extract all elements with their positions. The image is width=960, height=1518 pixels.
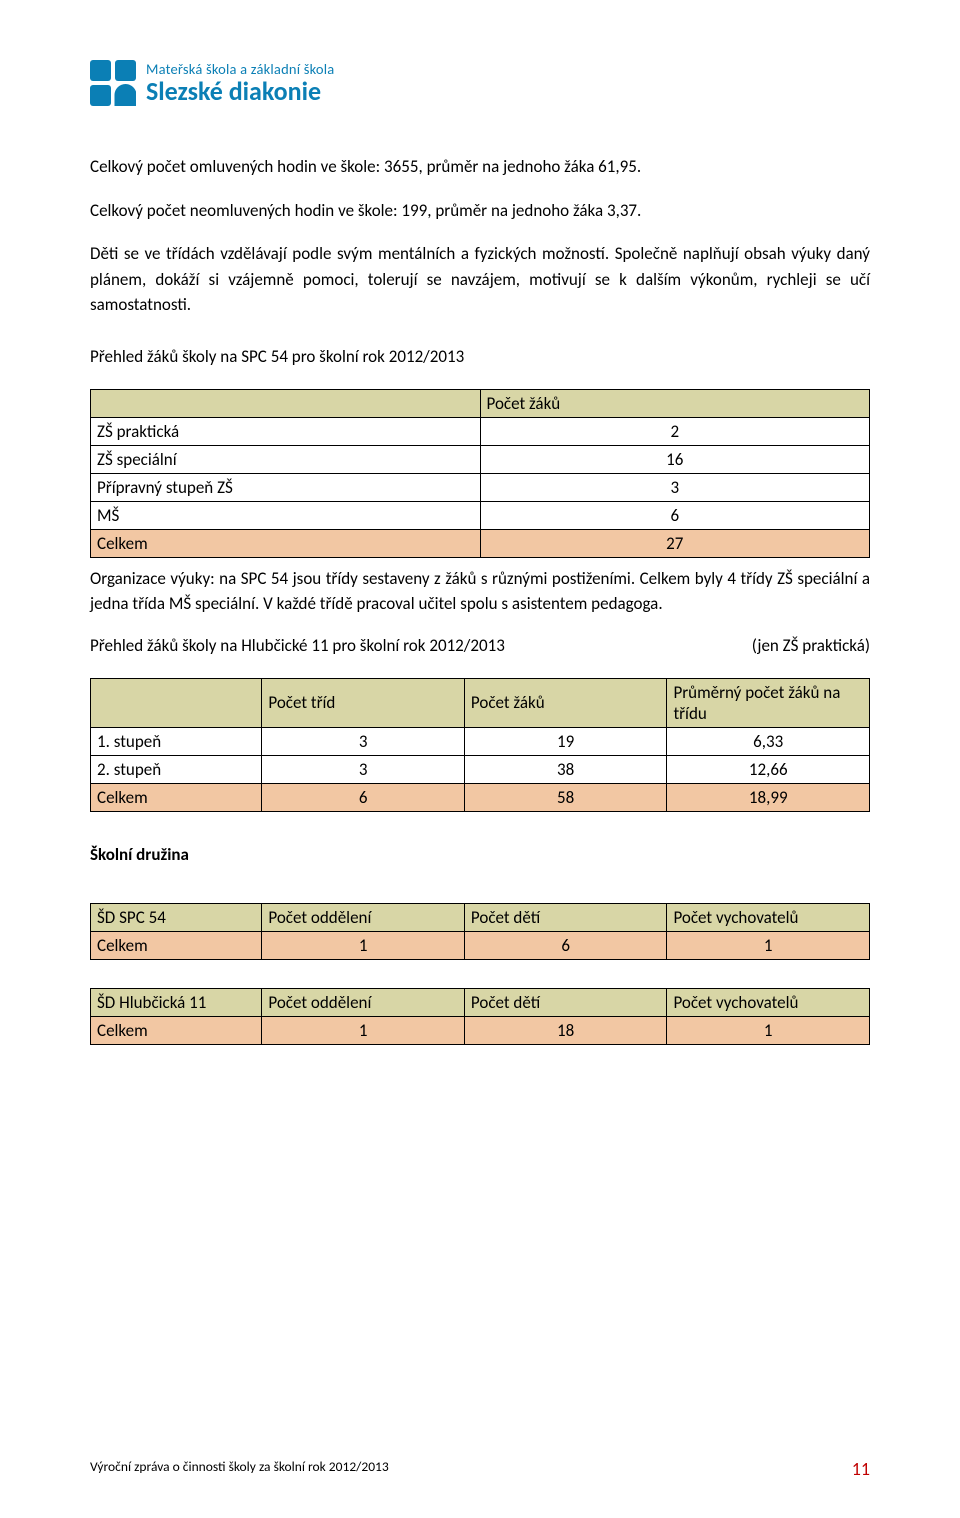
table-row: 1. stupeň 3 19 6,33	[91, 727, 870, 755]
table-cell: 18	[464, 1017, 667, 1045]
paragraph-4: Organizace výuky: na SPC 54 jsou třídy s…	[90, 566, 870, 617]
table-spc54: Počet žáků ZŠ praktická 2 ZŠ speciální 1…	[90, 389, 870, 558]
table2-heading-note: (jen ZŠ praktická)	[752, 635, 870, 656]
table-cell: Celkem	[91, 932, 262, 960]
table-cell: Přípravný stupeň ZŠ	[91, 473, 481, 501]
table-sd-hlubcicka: ŠD Hlubčická 11 Počet oddělení Počet dět…	[90, 988, 870, 1045]
table-cell: 19	[464, 727, 667, 755]
table-cell: ZŠ praktická	[91, 417, 481, 445]
table-cell: 1	[667, 1017, 870, 1045]
table-header-cell: Počet dětí	[464, 989, 667, 1017]
table-header-cell: Počet žáků	[464, 678, 667, 727]
table-header-cell: Počet žáků	[480, 389, 870, 417]
table-row: ZŠ speciální 16	[91, 445, 870, 473]
paragraph-3: Děti se ve třídách vzdělávají podle svým…	[90, 241, 870, 318]
table-header-cell	[91, 389, 481, 417]
page-number: 11	[852, 1458, 870, 1480]
table-hlubcicka: Počet tříd Počet žáků Průměrný počet žák…	[90, 678, 870, 812]
table-header-cell: Počet dětí	[464, 904, 667, 932]
table-row: ZŠ praktická 2	[91, 417, 870, 445]
table-header-cell: Počet oddělení	[262, 989, 465, 1017]
table2-heading-row: Přehled žáků školy na Hlubčické 11 pro š…	[90, 635, 870, 656]
table-header-cell: ŠD Hlubčická 11	[91, 989, 262, 1017]
table-cell: 1	[262, 932, 465, 960]
logo-title: Slezské diakonie	[146, 78, 334, 105]
footer: Výroční zpráva o činnosti školy za školn…	[90, 1458, 870, 1480]
table-cell: 38	[464, 755, 667, 783]
table2-heading: Přehled žáků školy na Hlubčické 11 pro š…	[90, 635, 505, 656]
table-header-cell: Počet vychovatelů	[667, 904, 870, 932]
table-cell: Celkem	[91, 1017, 262, 1045]
table-cell: 1	[667, 932, 870, 960]
table-total-row: Celkem 6 58 18,99	[91, 783, 870, 811]
table-cell: 3	[480, 473, 870, 501]
table-cell: 58	[464, 783, 667, 811]
table-row: 2. stupeň 3 38 12,66	[91, 755, 870, 783]
table-header-cell: Počet vychovatelů	[667, 989, 870, 1017]
table-cell: 6	[464, 932, 667, 960]
table-cell: 12,66	[667, 755, 870, 783]
table-cell: Celkem	[91, 529, 481, 557]
table-cell: 18,99	[667, 783, 870, 811]
table-row: MŠ 6	[91, 501, 870, 529]
table-cell: 16	[480, 445, 870, 473]
table-total-row: Celkem 27	[91, 529, 870, 557]
table-cell: 27	[480, 529, 870, 557]
table-header-cell	[91, 678, 262, 727]
table-header-cell: Počet oddělení	[262, 904, 465, 932]
table-cell: 6,33	[667, 727, 870, 755]
logo-icon	[90, 60, 136, 106]
table-header-cell: Počet tříd	[262, 678, 465, 727]
table-cell: Celkem	[91, 783, 262, 811]
table-cell: 2. stupeň	[91, 755, 262, 783]
table-header-cell: ŠD SPC 54	[91, 904, 262, 932]
logo: Mateřská škola a základní škola Slezské …	[90, 60, 870, 106]
table-cell: 3	[262, 727, 465, 755]
table-cell: 6	[480, 501, 870, 529]
table-row: Přípravný stupeň ZŠ 3	[91, 473, 870, 501]
table-cell: 1. stupeň	[91, 727, 262, 755]
table1-heading: Přehled žáků školy na SPC 54 pro školní …	[90, 346, 870, 367]
table-total-row: Celkem 1 18 1	[91, 1017, 870, 1045]
table-header-cell: Průměrný počet žáků na třídu	[667, 678, 870, 727]
table-cell: 2	[480, 417, 870, 445]
table-cell: MŠ	[91, 501, 481, 529]
table-cell: 6	[262, 783, 465, 811]
footer-text: Výroční zpráva o činnosti školy za školn…	[90, 1458, 389, 1480]
paragraph-2: Celkový počet neomluvených hodin ve škol…	[90, 198, 870, 224]
table-cell: 1	[262, 1017, 465, 1045]
table-cell: ZŠ speciální	[91, 445, 481, 473]
table-cell: 3	[262, 755, 465, 783]
table-total-row: Celkem 1 6 1	[91, 932, 870, 960]
table-sd-spc54: ŠD SPC 54 Počet oddělení Počet dětí Poče…	[90, 903, 870, 960]
paragraph-1: Celkový počet omluvených hodin ve škole:…	[90, 154, 870, 180]
druzina-heading: Školní družina	[90, 842, 870, 868]
